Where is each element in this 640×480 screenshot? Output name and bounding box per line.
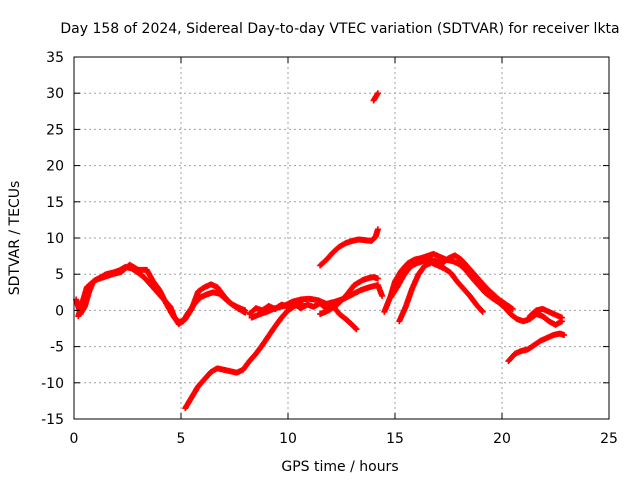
data-point: [561, 332, 568, 339]
y-tick-label: -10: [41, 376, 64, 392]
y-tick-label: 0: [55, 303, 64, 319]
data-point: [374, 226, 381, 233]
y-tick-label: 30: [46, 86, 64, 102]
series-mid-cluster-b: [248, 282, 386, 321]
data-point: [297, 300, 304, 307]
x-tick-label: 15: [386, 431, 404, 447]
data-marks: [73, 90, 568, 412]
data-point: [353, 326, 360, 333]
y-tick-label: 20: [46, 159, 64, 175]
series-rising-arc: [182, 300, 304, 412]
x-axis-label: GPS time / hours: [281, 459, 398, 475]
chart-title: Day 158 of 2024, Sidereal Day-to-day VTE…: [60, 21, 619, 37]
series-late-arc-c: [396, 259, 486, 325]
series-mid-cluster: [246, 300, 360, 333]
y-axis-label: SDTVAR / TECUs: [7, 181, 23, 296]
data-point: [352, 325, 359, 332]
y-tick-label: 25: [46, 122, 64, 138]
y-tick-label: -15: [41, 412, 64, 428]
y-tick-label: 35: [46, 50, 64, 66]
data-point: [479, 308, 486, 315]
series-upper-arc: [317, 226, 381, 269]
y-tick-label: 15: [46, 195, 64, 211]
series-late-arc-b: [387, 252, 516, 312]
data-point: [478, 307, 485, 314]
series-isolated: [370, 90, 381, 104]
y-tick-label: 5: [55, 267, 64, 283]
data-point: [509, 305, 516, 312]
x-tick-label: 5: [177, 431, 186, 447]
data-point: [379, 292, 386, 299]
y-tick-label: -5: [50, 340, 64, 356]
series-tail-arc-b: [526, 305, 565, 321]
data-point: [242, 307, 249, 314]
data-point: [374, 275, 381, 282]
axis-ticks: 0 5 10 15 20 25 -15 -10 -5 0 5 10 15 20 25 30 35: [41, 50, 618, 447]
grid: [74, 57, 609, 419]
x-tick-label: 0: [70, 431, 79, 447]
x-tick-label: 25: [600, 431, 618, 447]
series-mid-cluster-c: [317, 274, 381, 318]
x-tick-label: 10: [279, 431, 297, 447]
data-point: [374, 90, 381, 97]
y-tick-label: 10: [46, 231, 64, 247]
data-point: [558, 314, 565, 321]
series-tail-arc: [505, 330, 568, 365]
series-early-arc-b: [75, 261, 249, 328]
x-tick-label: 20: [493, 431, 511, 447]
